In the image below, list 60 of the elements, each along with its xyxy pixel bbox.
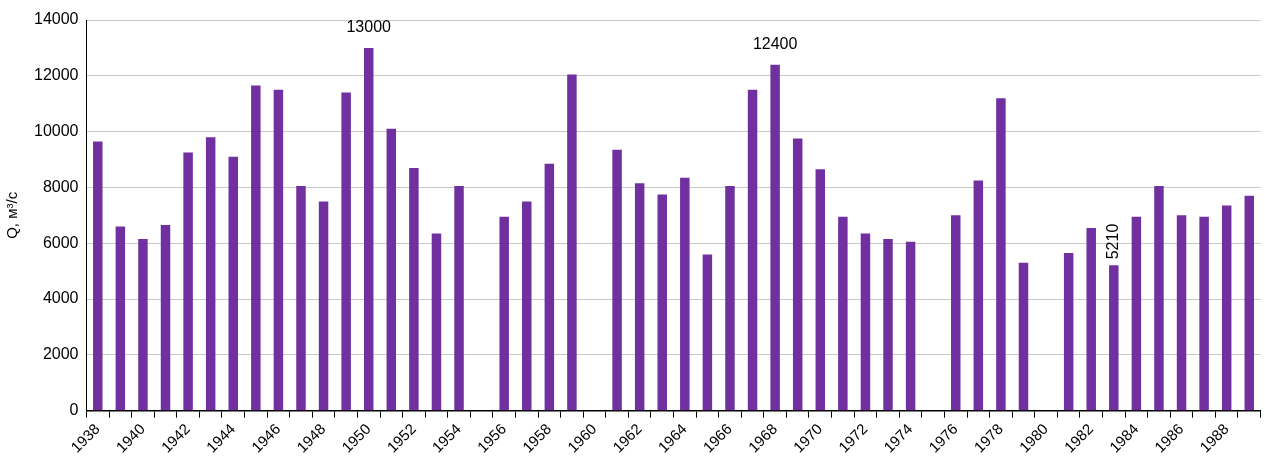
bar [634, 183, 645, 411]
y-tick-label: 2000 [42, 345, 79, 363]
y-tick-label: 8000 [42, 177, 79, 195]
bar [1109, 265, 1119, 411]
bar [1018, 262, 1029, 411]
bar [1176, 215, 1187, 411]
bar [1063, 253, 1074, 411]
y-tick-label: 4000 [42, 289, 79, 307]
bar [883, 239, 893, 411]
bar [815, 169, 826, 411]
data-label: 12400 [752, 35, 798, 53]
data-label: 13000 [346, 18, 392, 36]
bar [905, 241, 916, 411]
bar [612, 149, 622, 411]
bar [838, 216, 848, 411]
bar [770, 64, 780, 411]
bar [431, 233, 442, 411]
y-tick-label: 10000 [33, 122, 79, 140]
y-tick-label: 12000 [33, 66, 79, 84]
bar [951, 215, 961, 411]
bar [792, 138, 803, 411]
bar [454, 186, 464, 411]
bar [93, 141, 103, 411]
bar [273, 89, 284, 411]
bar [1244, 195, 1255, 411]
bar [183, 152, 193, 411]
bar [115, 226, 126, 411]
y-tick-label: 14000 [33, 10, 79, 28]
bar [725, 186, 735, 411]
y-tick-label: 0 [69, 401, 79, 419]
bar [996, 98, 1006, 411]
bar [680, 177, 690, 411]
bar [363, 47, 374, 411]
bar [228, 156, 238, 411]
bar [341, 92, 351, 411]
bar [1199, 216, 1209, 411]
bar [657, 194, 667, 411]
data-label: 5210 [1104, 223, 1122, 260]
bar [296, 186, 306, 411]
bar [1154, 186, 1164, 411]
bar [544, 163, 555, 411]
bar [160, 225, 171, 411]
y-axis-title: Q, м³/с [3, 191, 21, 239]
bar [747, 89, 758, 411]
bar [386, 128, 397, 411]
y-tick-label: 6000 [42, 233, 79, 251]
bar [973, 180, 984, 411]
bar [860, 233, 871, 411]
bar [567, 74, 577, 411]
bar [1221, 205, 1232, 411]
bar [1131, 216, 1142, 411]
bar [205, 137, 216, 411]
bar [499, 216, 509, 411]
bar [702, 254, 713, 411]
bar [251, 85, 261, 411]
bar [522, 201, 532, 411]
bar [318, 201, 329, 411]
bar [1086, 227, 1096, 411]
bar [138, 239, 148, 411]
bar [409, 167, 419, 411]
